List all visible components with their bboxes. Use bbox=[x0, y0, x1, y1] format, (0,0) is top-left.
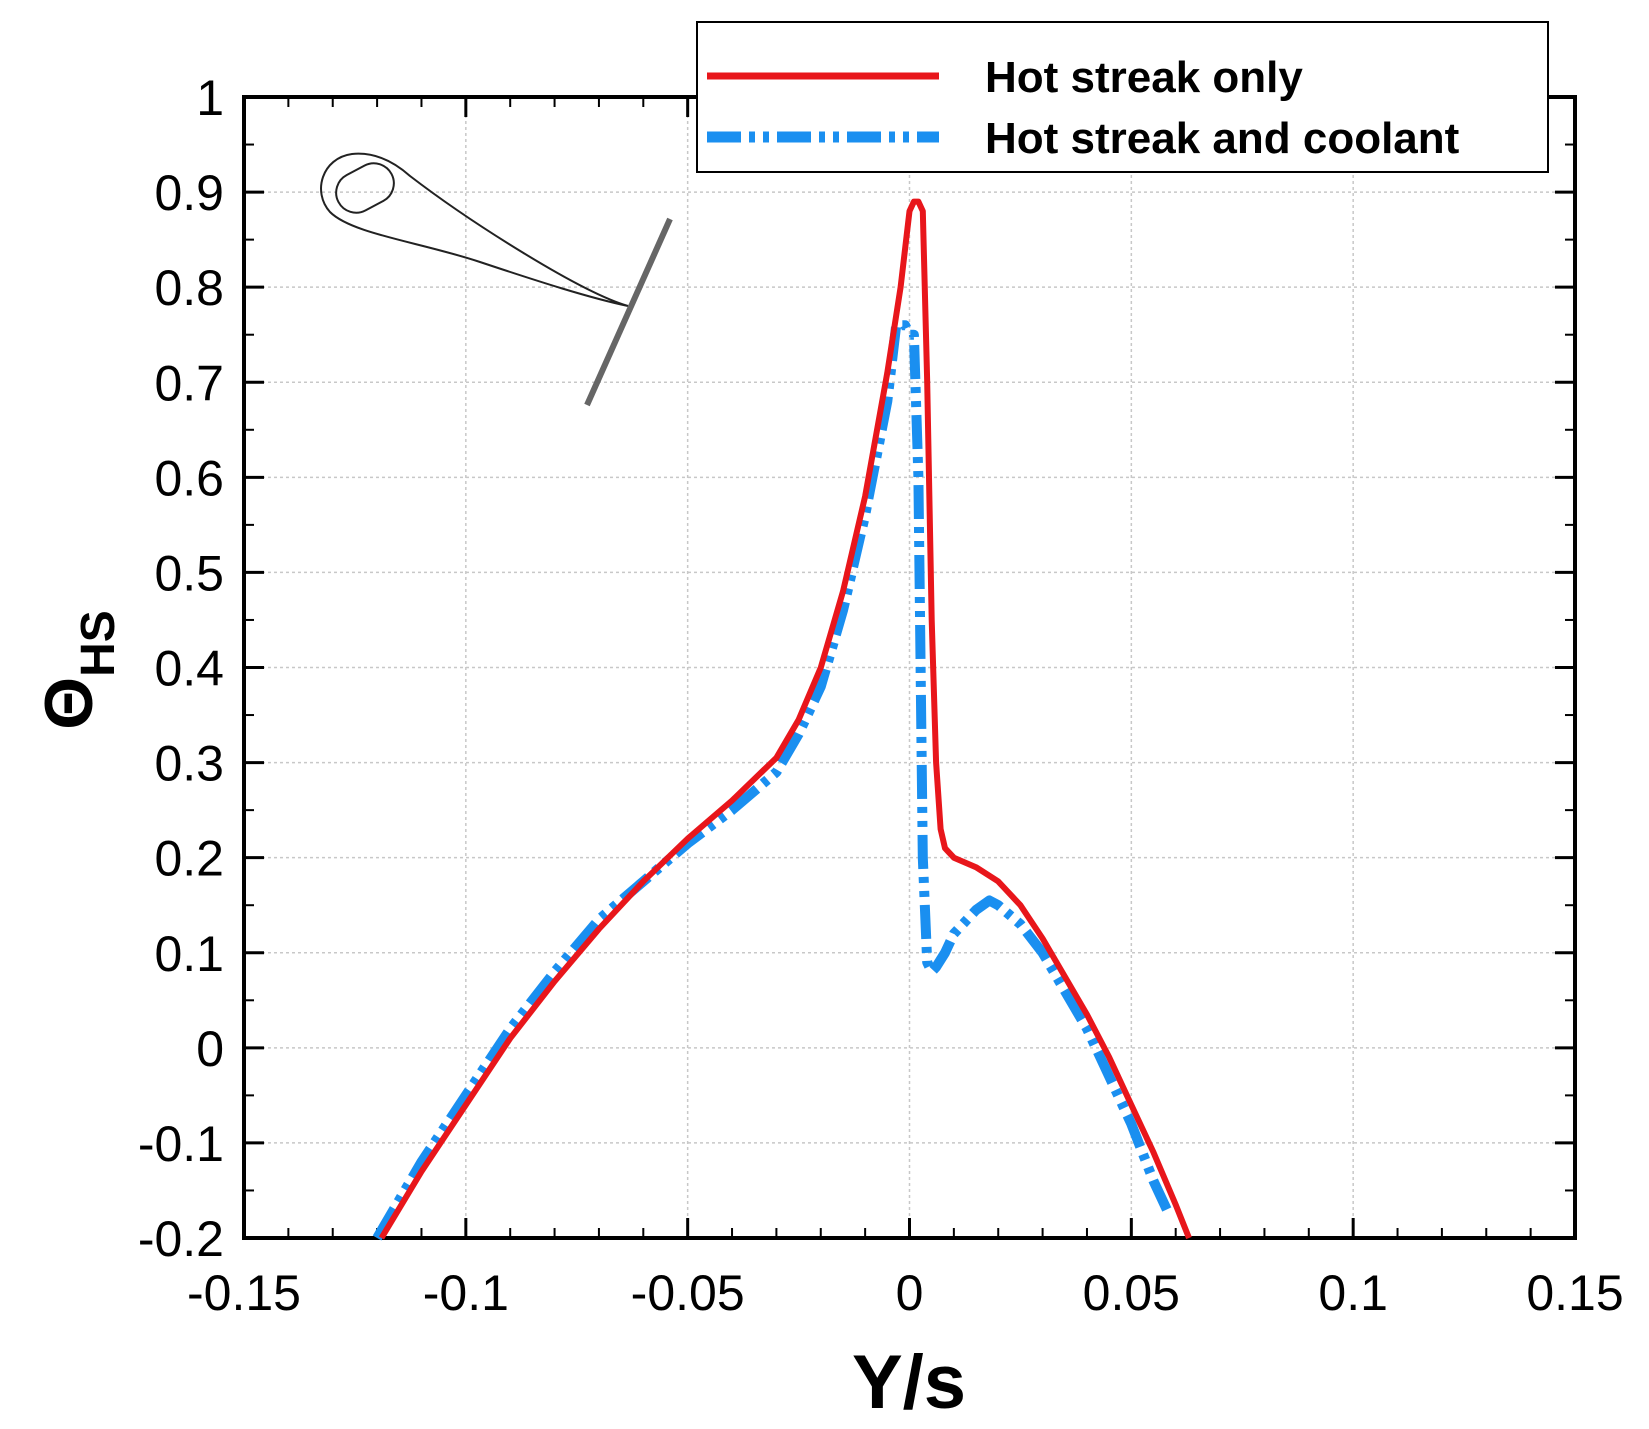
x-tick-label: -0.05 bbox=[631, 1265, 745, 1321]
svg-text:ΘHS: ΘHS bbox=[31, 610, 125, 730]
series-line-hot-streak-only bbox=[378, 198, 1192, 1240]
y-tick-label: 0 bbox=[196, 1021, 224, 1077]
x-tick-label: 0.05 bbox=[1083, 1265, 1180, 1321]
legend: Hot streak only Hot streak and coolant bbox=[696, 21, 1549, 173]
x-tick-label: 0 bbox=[896, 1265, 924, 1321]
y-tick-label: 0.8 bbox=[154, 260, 224, 316]
y-axis-title: ΘHS bbox=[31, 610, 125, 730]
legend-label-hot-streak-only: Hot streak only bbox=[985, 53, 1303, 102]
y-tick-label: 1 bbox=[196, 70, 224, 126]
series-line-hot-streak-and-coolant bbox=[372, 320, 1172, 1241]
airfoil-outline bbox=[320, 152, 629, 307]
y-tick-label: -0.1 bbox=[138, 1116, 224, 1172]
x-tick-label: 0.1 bbox=[1318, 1265, 1388, 1321]
y-tick-label: 0.5 bbox=[154, 545, 224, 601]
y-tick-labels: 1 0.9 0.8 0.7 0.6 0.5 0.4 0.3 0.2 0.1 0 -0.1 -0.2 bbox=[138, 70, 224, 1267]
x-tick-label: -0.15 bbox=[187, 1265, 301, 1321]
legend-box bbox=[696, 21, 1549, 173]
y-tick-label: 0.1 bbox=[154, 926, 224, 982]
grid bbox=[244, 97, 1575, 1238]
measurement-plane-line bbox=[584, 217, 673, 407]
y-axis-title-symbol: Θ bbox=[31, 677, 107, 730]
airfoil-coolant-hole bbox=[335, 162, 395, 214]
legend-label-hot-streak-and-coolant: Hot streak and coolant bbox=[985, 114, 1460, 163]
y-tick-label: 0.7 bbox=[154, 355, 224, 411]
y-tick-label: 0.4 bbox=[154, 641, 224, 697]
x-axis-title: Y/s bbox=[852, 1340, 966, 1425]
x-tick-label: -0.1 bbox=[423, 1265, 509, 1321]
y-tick-label: -0.2 bbox=[138, 1211, 224, 1267]
y-tick-label: 0.6 bbox=[154, 450, 224, 506]
x-tick-label: 0.15 bbox=[1526, 1265, 1623, 1321]
y-axis-title-subscript: HS bbox=[72, 610, 125, 677]
x-tick-labels: -0.15 -0.1 -0.05 0 0.05 0.1 0.15 bbox=[187, 1265, 1624, 1321]
inset-airfoil-icon bbox=[320, 152, 673, 407]
series-layer bbox=[372, 198, 1192, 1241]
y-tick-label: 0.3 bbox=[154, 736, 224, 792]
y-tick-label: 0.9 bbox=[154, 165, 224, 221]
y-tick-label: 0.2 bbox=[154, 831, 224, 887]
